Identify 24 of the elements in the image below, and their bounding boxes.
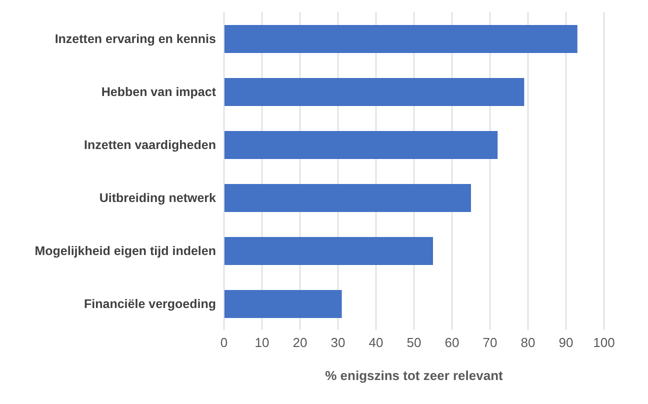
- bar: [224, 184, 471, 212]
- x-tick-label: 10: [254, 335, 270, 350]
- y-tick-label: Hebben van impact: [101, 84, 217, 99]
- y-tick-label: Financiële vergoeding: [84, 296, 216, 311]
- bar: [224, 131, 498, 159]
- x-axis-title: % enigszins tot zeer relevant: [325, 368, 504, 383]
- y-tick-label: Uitbreiding netwerk: [99, 190, 216, 205]
- y-tick-label: Inzetten vaardigheden: [84, 138, 216, 152]
- bar: [224, 25, 578, 53]
- x-tick-label: 90: [558, 335, 574, 350]
- y-tick-label: Mogelijkheid eigen tijd indelen: [34, 244, 216, 258]
- x-tick-label: 30: [330, 335, 346, 350]
- bar: [224, 237, 433, 265]
- x-tick-label: 100: [593, 335, 615, 350]
- x-tick-label: 20: [292, 335, 308, 350]
- x-tick-label: 70: [482, 335, 498, 350]
- bar: [224, 290, 342, 318]
- bar: [224, 78, 524, 106]
- x-tick-label: 50: [406, 335, 422, 350]
- x-tick-label: 40: [368, 335, 384, 350]
- x-tick-label: 80: [520, 335, 536, 350]
- x-tick-label: 0: [220, 335, 228, 350]
- y-tick-label: Inzetten ervaring en kennis: [54, 32, 216, 46]
- x-tick-label: 60: [444, 335, 460, 350]
